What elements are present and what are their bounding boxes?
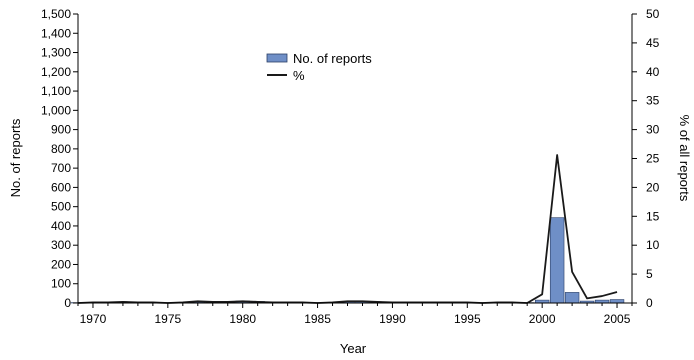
- left-tick-label: 1,200: [41, 65, 71, 79]
- left-tick-label: 400: [51, 219, 71, 233]
- right-tick-label: 35: [646, 94, 660, 108]
- right-tick-label: 5: [646, 267, 653, 281]
- right-tick-label: 30: [646, 123, 660, 137]
- percent-line: [77, 154, 618, 304]
- left-tick-label: 1,000: [41, 103, 71, 117]
- right-y-axis-title: % of all reports: [677, 115, 692, 202]
- bar: [564, 292, 580, 304]
- left-tick-label: 1,300: [41, 46, 71, 60]
- left-tick-label: 200: [51, 257, 71, 271]
- right-tick-label: 15: [646, 209, 660, 223]
- left-tick-label: 800: [51, 142, 71, 156]
- x-tick-label: 1980: [229, 312, 256, 326]
- left-tick-label: 700: [51, 161, 71, 175]
- left-tick-label: 300: [51, 238, 71, 252]
- legend-line-label: %: [293, 68, 305, 83]
- line-series: [77, 154, 618, 304]
- right-tick-label: 10: [646, 238, 660, 252]
- right-tick-label: 0: [646, 296, 653, 310]
- left-y-axis: 0 100 200 300 400 500 600 700 800 900 1,000 1,100 1,…: [41, 7, 78, 310]
- bar: [549, 217, 565, 304]
- x-tick-label: 1975: [154, 312, 181, 326]
- left-tick-label: 900: [51, 123, 71, 137]
- x-tick-label: 1985: [304, 312, 331, 326]
- x-tick-label: 2005: [604, 312, 631, 326]
- x-axis: 1970 1975 1980 1985 1990 1995 2000 2005: [77, 303, 633, 326]
- right-tick-label: 40: [646, 65, 660, 79]
- right-y-axis: 0 5 10 15 20 25 30 35 40 45 50: [632, 7, 660, 310]
- x-tick-label: 1990: [379, 312, 406, 326]
- left-y-axis-title: No. of reports: [8, 118, 23, 197]
- left-tick-label: 500: [51, 200, 71, 214]
- right-tick-label: 20: [646, 180, 660, 194]
- left-tick-label: 1,100: [41, 84, 71, 98]
- right-tick-label: 45: [646, 36, 660, 50]
- x-tick-label: 2000: [529, 312, 556, 326]
- left-tick-label: 100: [51, 277, 71, 291]
- left-tick-label: 1,400: [41, 26, 71, 40]
- legend: No. of reports %: [266, 51, 372, 83]
- x-tick-label: 1995: [454, 312, 481, 326]
- x-axis-title: Year: [340, 341, 367, 356]
- left-tick-label: 0: [64, 296, 71, 310]
- legend-bar-label: No. of reports: [293, 51, 372, 66]
- right-tick-label: 50: [646, 7, 660, 21]
- left-tick-label: 1,500: [41, 7, 71, 21]
- bar-series: [70, 217, 625, 304]
- legend-bar-swatch: [266, 53, 288, 63]
- left-tick-label: 600: [51, 180, 71, 194]
- right-tick-label: 25: [646, 152, 660, 166]
- x-tick-label: 1970: [80, 312, 107, 326]
- bar: [609, 299, 625, 304]
